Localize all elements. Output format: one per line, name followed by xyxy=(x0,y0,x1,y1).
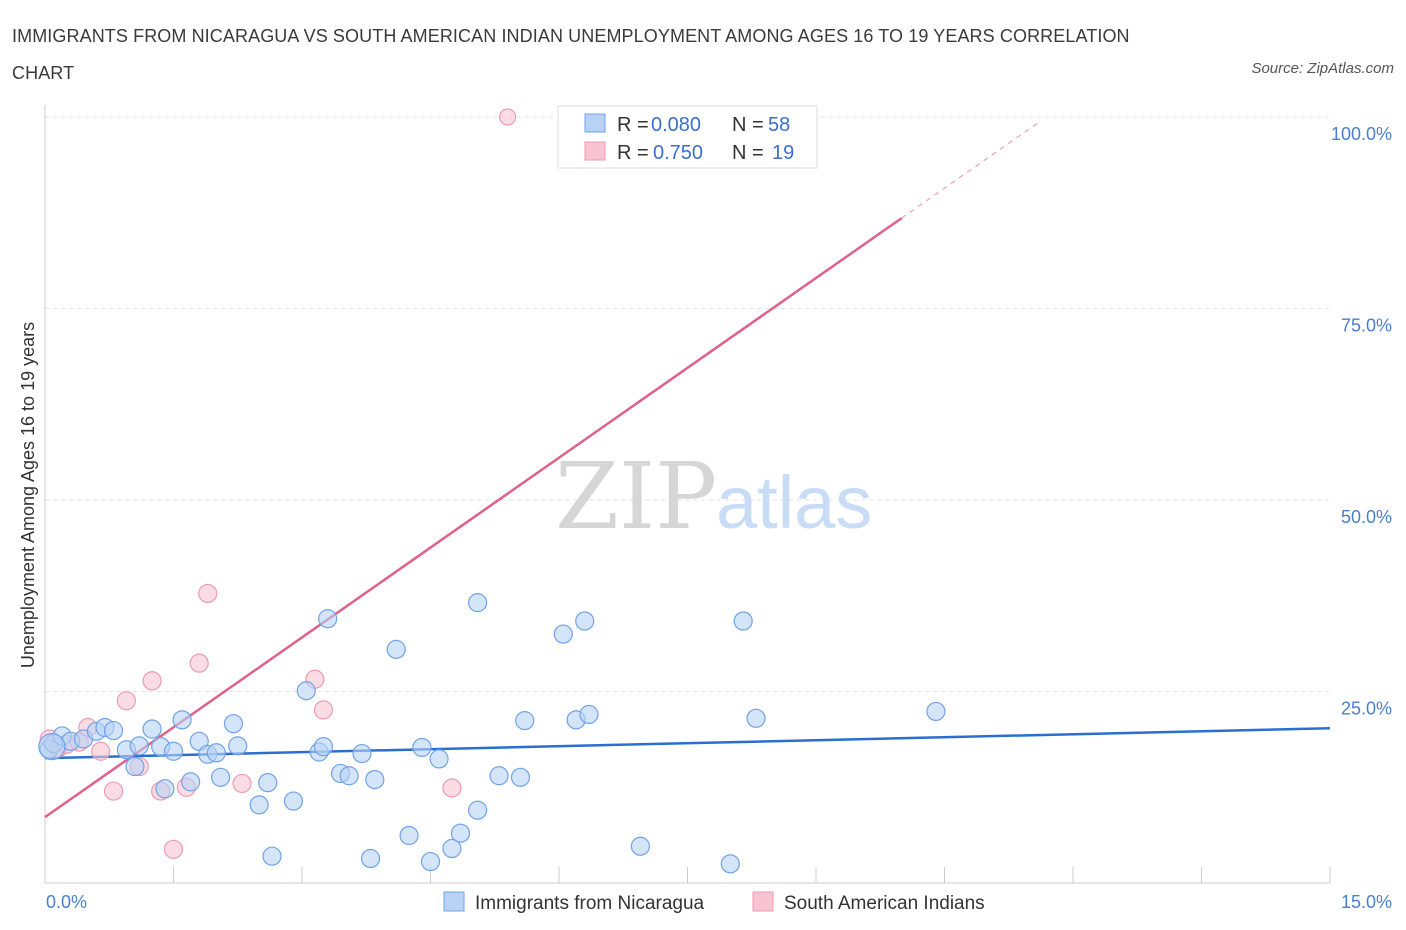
point-nicaragua-39 xyxy=(420,851,441,872)
legend-swatch-nicaragua xyxy=(584,113,606,133)
y-axis-label: Unemployment Among Ages 16 to 19 years xyxy=(18,322,38,668)
point-nicaragua-14 xyxy=(163,741,184,761)
point-nicaragua-48 xyxy=(553,624,573,644)
point-nicaragua-30 xyxy=(318,609,338,629)
point-nicaragua-10 xyxy=(129,736,149,756)
point-nicaragua-7 xyxy=(103,720,124,741)
point-nicaragua-9 xyxy=(125,756,145,777)
grid-lines xyxy=(45,116,1330,692)
point-nicaragua-11 xyxy=(142,719,162,739)
point-nicaragua-55 xyxy=(746,708,766,728)
point-nicaragua-38 xyxy=(412,737,432,758)
point-nicaragua-33 xyxy=(352,743,372,764)
legend-top: R = 0.080 N = 58 R = 0.750 N = 19 xyxy=(557,105,818,169)
legend-bottom: Immigrants from Nicaragua South American… xyxy=(443,891,985,914)
source-label: Source: ZipAtlas.com xyxy=(1251,60,1394,77)
point-nicaragua-25 xyxy=(262,846,282,866)
legend-r-label-1: R = xyxy=(617,114,649,136)
point-nicaragua-57 xyxy=(38,733,66,761)
point-nicaragua-44 xyxy=(468,593,488,613)
point-nicaragua-56 xyxy=(926,701,946,722)
watermark: ZIP atlas xyxy=(555,443,872,550)
watermark-zip: ZIP xyxy=(555,443,717,550)
point-nicaragua-22 xyxy=(228,736,248,756)
point-nicaragua-46 xyxy=(510,767,531,787)
bottom-legend-swatch-south-american xyxy=(752,891,774,912)
point-nicaragua-15 xyxy=(172,710,192,730)
x-tick-label-0: 0.0% xyxy=(46,892,87,912)
legend-n-label-2: N = xyxy=(732,142,764,164)
legend-n-value-1: 58 xyxy=(768,114,790,136)
point-south-american-7 xyxy=(116,691,136,711)
point-south-american-5 xyxy=(91,741,111,761)
point-nicaragua-47 xyxy=(515,711,535,731)
y-tick-label-0: 25.0% xyxy=(1341,699,1392,719)
legend-r-value-1: 0.080 xyxy=(651,114,701,136)
bottom-legend-label-nicaragua: Immigrants from Nicaragua xyxy=(475,893,705,914)
point-nicaragua-27 xyxy=(296,681,316,701)
legend-n-value-2: 19 xyxy=(772,142,794,164)
point-south-american-15 xyxy=(232,773,252,794)
point-south-american-14 xyxy=(198,583,218,604)
point-nicaragua-23 xyxy=(249,795,269,815)
data-points xyxy=(38,108,946,874)
x-tick-label-1: 15.0% xyxy=(1341,892,1392,912)
point-south-american-11 xyxy=(163,839,184,859)
point-nicaragua-24 xyxy=(258,773,278,793)
point-south-american-top xyxy=(499,108,517,126)
point-nicaragua-41 xyxy=(442,838,462,859)
y-tick-label-3: 100.0% xyxy=(1331,124,1392,144)
point-nicaragua-45 xyxy=(489,766,509,786)
point-nicaragua-21 xyxy=(223,714,244,734)
point-nicaragua-29 xyxy=(313,737,334,757)
point-nicaragua-35 xyxy=(365,769,385,790)
point-nicaragua-42 xyxy=(450,823,471,843)
chart-title: IMMIGRANTS FROM NICARAGUA VS SOUTH AMERI… xyxy=(12,26,1130,83)
point-nicaragua-51 xyxy=(579,704,599,725)
bottom-legend-label-south-american: South American Indians xyxy=(784,893,985,914)
watermark-atlas: atlas xyxy=(716,461,872,544)
point-nicaragua-36 xyxy=(386,639,406,659)
point-nicaragua-32 xyxy=(339,766,359,786)
point-south-american-9 xyxy=(142,671,162,691)
point-nicaragua-16 xyxy=(181,772,201,792)
point-nicaragua-52 xyxy=(630,836,650,856)
point-nicaragua-19 xyxy=(206,743,226,763)
point-south-american-6 xyxy=(103,781,124,801)
point-south-american-18 xyxy=(442,778,462,798)
point-south-american-17 xyxy=(313,700,334,720)
x-tick-labels: 0.0% 15.0% xyxy=(46,892,1392,912)
legend-swatch-south-american xyxy=(584,141,606,161)
point-south-american-13 xyxy=(189,653,209,673)
y-tick-label-2: 75.0% xyxy=(1341,316,1392,336)
y-tick-label-1: 50.0% xyxy=(1341,507,1392,527)
point-nicaragua-20 xyxy=(211,767,231,787)
point-nicaragua-26 xyxy=(283,791,304,811)
legend-r-value-2: 0.750 xyxy=(653,142,703,164)
point-nicaragua-34 xyxy=(360,848,381,869)
trend-line-south-american-extension xyxy=(901,121,1040,219)
bottom-legend-swatch-nicaragua xyxy=(443,891,465,912)
point-nicaragua-37 xyxy=(399,825,419,846)
legend-n-label-1: N = xyxy=(732,114,764,136)
trend-line-nicaragua xyxy=(44,727,1331,760)
axes xyxy=(44,105,1331,884)
point-nicaragua-50 xyxy=(575,611,595,631)
point-nicaragua-54 xyxy=(733,611,753,631)
y-tick-labels: 25.0% 50.0% 75.0% 100.0% xyxy=(1331,124,1392,719)
point-nicaragua-40 xyxy=(429,749,449,769)
point-nicaragua-13 xyxy=(155,779,175,799)
legend-r-label-2: R = xyxy=(617,142,649,164)
point-nicaragua-43 xyxy=(468,800,488,820)
point-nicaragua-53 xyxy=(720,854,740,874)
